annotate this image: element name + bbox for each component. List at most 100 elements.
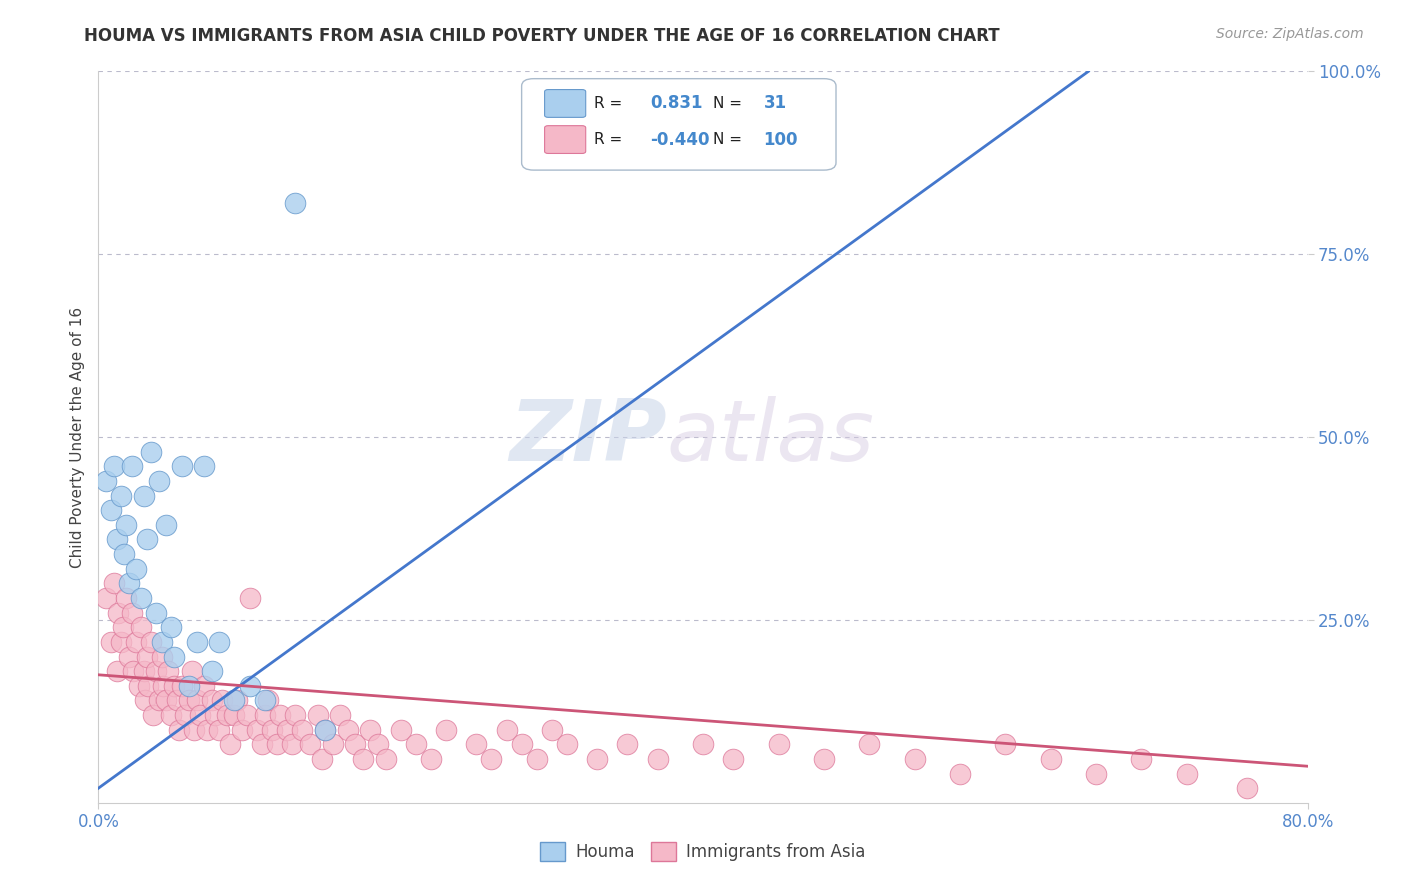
Immigrants from Asia [526,752,548,766]
Immigrants from Asia [723,752,745,766]
Text: 100: 100 [763,130,799,149]
Text: Source: ZipAtlas.com: Source: ZipAtlas.com [1216,27,1364,41]
Immigrants from Asia [1175,766,1198,780]
Immigrants from Asia [586,752,609,766]
Houma [224,693,246,707]
Immigrants from Asia [110,635,132,649]
Houma [100,503,122,517]
Immigrants from Asia [132,664,155,678]
Immigrants from Asia [160,708,183,723]
Text: R =: R = [595,96,623,111]
Houma [150,635,173,649]
Houma [193,459,215,474]
Houma [110,489,132,503]
Text: HOUMA VS IMMIGRANTS FROM ASIA CHILD POVERTY UNDER THE AGE OF 16 CORRELATION CHAR: HOUMA VS IMMIGRANTS FROM ASIA CHILD POVE… [84,27,1000,45]
Text: atlas: atlas [666,395,875,479]
Houma [121,459,143,474]
Houma [135,533,157,547]
Houma [284,196,307,211]
Immigrants from Asia [291,723,314,737]
Immigrants from Asia [360,723,382,737]
Immigrants from Asia [1130,752,1153,766]
Immigrants from Asia [219,737,242,751]
Houma [94,474,117,488]
Houma [125,562,148,576]
Immigrants from Asia [239,591,262,605]
Immigrants from Asia [193,679,215,693]
Immigrants from Asia [134,693,156,707]
Text: N =: N = [713,132,742,147]
Immigrants from Asia [276,723,298,737]
Immigrants from Asia [465,737,488,751]
Houma [114,517,136,532]
Immigrants from Asia [314,723,336,737]
Houma [201,664,224,678]
Immigrants from Asia [405,737,427,751]
Immigrants from Asia [195,723,218,737]
Immigrants from Asia [858,737,880,751]
Immigrants from Asia [128,679,150,693]
Immigrants from Asia [284,708,307,723]
Houma [179,679,201,693]
Immigrants from Asia [329,708,352,723]
Houma [141,444,163,458]
Immigrants from Asia [141,635,163,649]
Immigrants from Asia [163,679,186,693]
Houma [160,620,183,634]
Immigrants from Asia [142,708,165,723]
Immigrants from Asia [204,708,226,723]
Houma [148,474,170,488]
Text: 31: 31 [763,95,786,112]
Immigrants from Asia [307,708,329,723]
Immigrants from Asia [107,606,129,620]
Immigrants from Asia [181,664,204,678]
Immigrants from Asia [367,737,389,751]
Immigrants from Asia [266,737,288,751]
Text: N =: N = [713,96,742,111]
Immigrants from Asia [262,723,284,737]
FancyBboxPatch shape [544,126,586,153]
Immigrants from Asia [352,752,374,766]
Immigrants from Asia [311,752,333,766]
Immigrants from Asia [281,737,304,751]
Immigrants from Asia [136,679,159,693]
Houma [314,723,336,737]
Legend: Houma, Immigrants from Asia: Houma, Immigrants from Asia [533,835,873,868]
Immigrants from Asia [118,649,141,664]
Immigrants from Asia [156,664,179,678]
Immigrants from Asia [1039,752,1062,766]
Immigrants from Asia [111,620,134,634]
Immigrants from Asia [125,635,148,649]
Houma [186,635,208,649]
Immigrants from Asia [208,723,231,737]
FancyBboxPatch shape [544,89,586,118]
Immigrants from Asia [129,620,152,634]
Immigrants from Asia [150,649,173,664]
Immigrants from Asia [103,576,125,591]
Immigrants from Asia [211,693,233,707]
Text: R =: R = [595,132,623,147]
Immigrants from Asia [344,737,367,751]
Immigrants from Asia [145,664,167,678]
Immigrants from Asia [152,679,174,693]
Immigrants from Asia [555,737,578,751]
Houma [129,591,152,605]
Immigrants from Asia [949,766,972,780]
Immigrants from Asia [231,723,253,737]
Houma [112,547,135,561]
Immigrants from Asia [173,708,195,723]
Immigrants from Asia [114,591,136,605]
Immigrants from Asia [481,752,503,766]
Immigrants from Asia [434,723,457,737]
Immigrants from Asia [250,737,273,751]
Immigrants from Asia [336,723,359,737]
Immigrants from Asia [994,737,1017,751]
Immigrants from Asia [616,737,638,751]
Immigrants from Asia [166,693,188,707]
Immigrants from Asia [374,752,396,766]
Immigrants from Asia [186,693,208,707]
Immigrants from Asia [201,693,224,707]
Houma [145,606,167,620]
Immigrants from Asia [540,723,562,737]
Immigrants from Asia [1236,781,1258,796]
